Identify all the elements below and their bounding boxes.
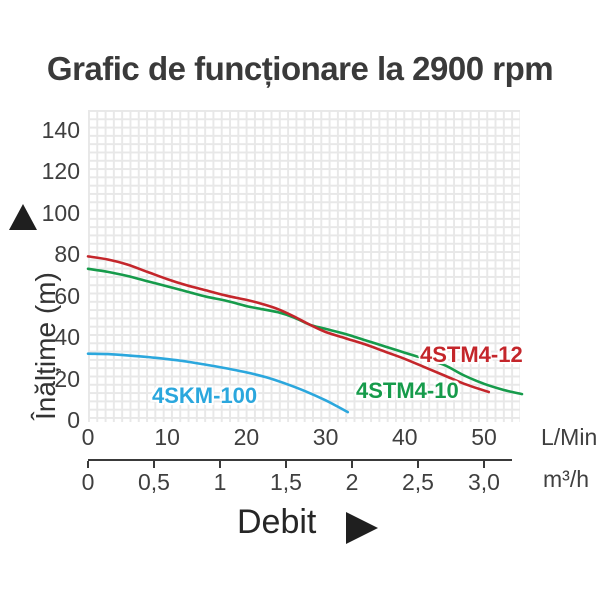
plot-grid-area — [88, 110, 520, 422]
x-tick-label-m3h: 0,5 — [138, 469, 170, 495]
y-tick-label: 100 — [41, 199, 80, 226]
x-tick-label-m3h: 1,5 — [270, 469, 302, 495]
m3h-tick-mark — [351, 461, 353, 468]
x-tick-label-m3h: 3,0 — [468, 469, 500, 495]
m3h-tick-mark — [153, 461, 155, 468]
x-tick-label-lmin: 40 — [392, 424, 418, 450]
x-tick-label-m3h: 2,5 — [402, 469, 434, 495]
up-triangle-icon — [9, 204, 37, 230]
m3h-tick-mark — [219, 461, 221, 468]
y-tick-label: 60 — [54, 282, 80, 309]
x-tick-label-lmin: 50 — [471, 424, 497, 450]
x-axis-lmin-unit-label: L/Min — [541, 424, 598, 450]
m3h-tick-mark — [285, 461, 287, 468]
x-tick-label-lmin: 0 — [81, 424, 95, 450]
x-tick-label-m3h: 1 — [213, 469, 227, 495]
series-label-4stm4-10: 4STM4-10 — [356, 378, 459, 403]
x-axis-title: Debit — [237, 503, 317, 541]
x-tick-label-m3h: 0 — [81, 469, 95, 495]
y-tick-label: 140 — [41, 117, 80, 143]
series-label-4stm4-12: 4STM4-12 — [420, 342, 523, 367]
right-triangle-icon — [346, 512, 378, 544]
x-tick-label-lmin: 10 — [154, 424, 180, 450]
y-tick-label: 40 — [54, 324, 80, 351]
y-tick-label: 20 — [54, 365, 80, 392]
m3h-tick-mark — [87, 461, 89, 468]
x-tick-label-lmin: 20 — [233, 424, 260, 450]
series-label-4skm-100: 4SKM-100 — [152, 383, 258, 408]
m3h-tick-mark — [483, 461, 485, 468]
m3h-axis-line — [88, 459, 512, 461]
m3h-tick-mark — [417, 461, 419, 468]
y-tick-label: 120 — [41, 158, 80, 185]
x-tick-label-lmin: 30 — [312, 424, 339, 450]
chart-title: Grafic de funcționare la 2900 rpm — [46, 50, 554, 87]
x-axis-m3h-unit-label: m³/h — [543, 466, 589, 492]
x-tick-label-m3h: 2 — [345, 469, 359, 495]
y-tick-label: 80 — [54, 241, 80, 268]
y-tick-label: 0 — [67, 407, 80, 433]
